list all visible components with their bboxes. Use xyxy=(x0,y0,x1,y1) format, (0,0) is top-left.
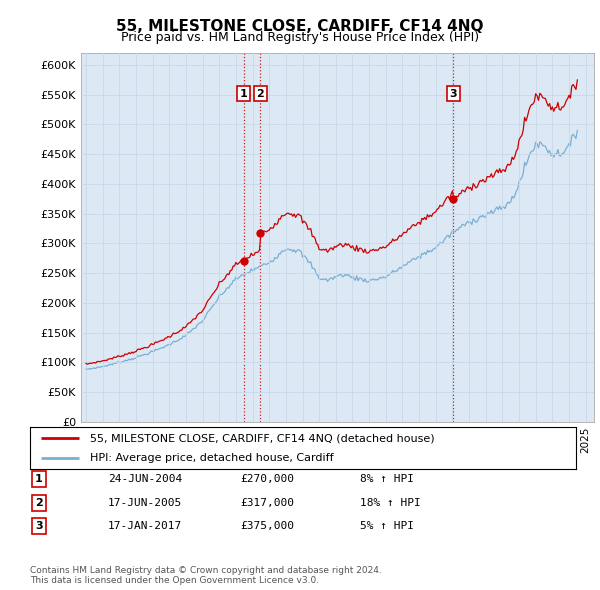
Text: £270,000: £270,000 xyxy=(240,474,294,484)
Text: HPI: Average price, detached house, Cardiff: HPI: Average price, detached house, Card… xyxy=(90,453,334,463)
Text: 18% ↑ HPI: 18% ↑ HPI xyxy=(360,498,421,507)
Text: 2: 2 xyxy=(256,88,264,99)
Text: 1: 1 xyxy=(239,88,247,99)
Text: 55, MILESTONE CLOSE, CARDIFF, CF14 4NQ: 55, MILESTONE CLOSE, CARDIFF, CF14 4NQ xyxy=(116,19,484,34)
Text: 55, MILESTONE CLOSE, CARDIFF, CF14 4NQ (detached house): 55, MILESTONE CLOSE, CARDIFF, CF14 4NQ (… xyxy=(90,433,434,443)
Text: £317,000: £317,000 xyxy=(240,498,294,507)
Text: 8% ↑ HPI: 8% ↑ HPI xyxy=(360,474,414,484)
Text: 2: 2 xyxy=(35,498,43,507)
Text: 5% ↑ HPI: 5% ↑ HPI xyxy=(360,522,414,531)
Text: 3: 3 xyxy=(449,88,457,99)
Text: 3: 3 xyxy=(35,522,43,531)
Text: Price paid vs. HM Land Registry's House Price Index (HPI): Price paid vs. HM Land Registry's House … xyxy=(121,31,479,44)
Text: 1: 1 xyxy=(35,474,43,484)
Text: 24-JUN-2004: 24-JUN-2004 xyxy=(108,474,182,484)
Text: 17-JUN-2005: 17-JUN-2005 xyxy=(108,498,182,507)
Text: Contains HM Land Registry data © Crown copyright and database right 2024.
This d: Contains HM Land Registry data © Crown c… xyxy=(30,566,382,585)
Text: £375,000: £375,000 xyxy=(240,522,294,531)
Text: 17-JAN-2017: 17-JAN-2017 xyxy=(108,522,182,531)
